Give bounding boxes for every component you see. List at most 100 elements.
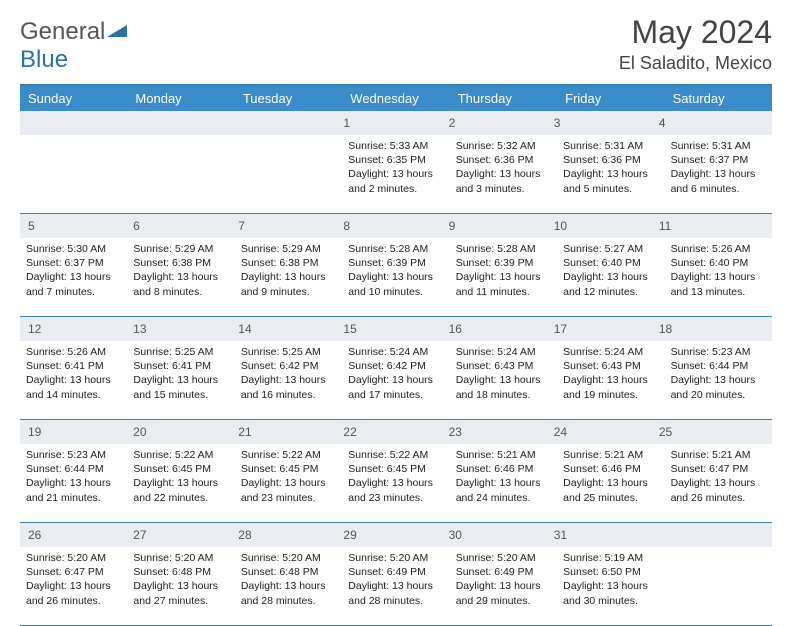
week-row: Sunrise: 5:26 AMSunset: 6:41 PMDaylight:… [20, 341, 772, 420]
day-cell: Sunrise: 5:28 AMSunset: 6:39 PMDaylight:… [342, 238, 449, 316]
sunrise-line: Sunrise: 5:24 AM [563, 345, 658, 359]
day-number: 21 [238, 423, 343, 441]
sunset-line: Sunset: 6:38 PM [133, 256, 228, 270]
day-number-row: 19202122232425 [20, 420, 772, 444]
day-cell: Sunrise: 5:27 AMSunset: 6:40 PMDaylight:… [557, 238, 664, 316]
day-number: 5 [28, 217, 133, 235]
day-number: 7 [238, 217, 343, 235]
daylight-line: Daylight: 13 hours and 10 minutes. [348, 270, 443, 298]
day-cell: Sunrise: 5:22 AMSunset: 6:45 PMDaylight:… [127, 444, 234, 522]
day-cell: Sunrise: 5:33 AMSunset: 6:35 PMDaylight:… [342, 135, 449, 213]
sunrise-line: Sunrise: 5:20 AM [133, 551, 228, 565]
daylight-line: Daylight: 13 hours and 2 minutes. [348, 167, 443, 195]
sunrise-line: Sunrise: 5:26 AM [671, 242, 766, 256]
sunrise-line: Sunrise: 5:28 AM [456, 242, 551, 256]
sunrise-line: Sunrise: 5:25 AM [133, 345, 228, 359]
day-number-row: 567891011 [20, 214, 772, 238]
day-cell: Sunrise: 5:21 AMSunset: 6:46 PMDaylight:… [450, 444, 557, 522]
daylight-line: Daylight: 13 hours and 5 minutes. [563, 167, 658, 195]
day-number [133, 114, 238, 132]
header: General Blue May 2024 El Saladito, Mexic… [20, 14, 772, 74]
day-cell: Sunrise: 5:30 AMSunset: 6:37 PMDaylight:… [20, 238, 127, 316]
day-cell [127, 135, 234, 213]
daylight-line: Daylight: 13 hours and 21 minutes. [26, 476, 121, 504]
sunset-line: Sunset: 6:45 PM [241, 462, 336, 476]
day-number: 29 [343, 526, 448, 544]
sunset-line: Sunset: 6:39 PM [456, 256, 551, 270]
sunset-line: Sunset: 6:40 PM [671, 256, 766, 270]
location: El Saladito, Mexico [619, 53, 772, 74]
day-header: Tuesday [235, 86, 342, 111]
daylight-line: Daylight: 13 hours and 24 minutes. [456, 476, 551, 504]
daylight-line: Daylight: 13 hours and 3 minutes. [456, 167, 551, 195]
day-number: 2 [449, 114, 554, 132]
day-number: 1 [343, 114, 448, 132]
sunset-line: Sunset: 6:40 PM [563, 256, 658, 270]
daylight-line: Daylight: 13 hours and 6 minutes. [671, 167, 766, 195]
day-number [28, 114, 133, 132]
day-cell: Sunrise: 5:19 AMSunset: 6:50 PMDaylight:… [557, 547, 664, 625]
day-cell: Sunrise: 5:31 AMSunset: 6:37 PMDaylight:… [665, 135, 772, 213]
sunrise-line: Sunrise: 5:22 AM [241, 448, 336, 462]
sunset-line: Sunset: 6:48 PM [133, 565, 228, 579]
day-number: 15 [343, 320, 448, 338]
daylight-line: Daylight: 13 hours and 28 minutes. [241, 579, 336, 607]
day-number: 18 [659, 320, 764, 338]
sunset-line: Sunset: 6:48 PM [241, 565, 336, 579]
day-header: Wednesday [342, 86, 449, 111]
sunset-line: Sunset: 6:43 PM [563, 359, 658, 373]
sunrise-line: Sunrise: 5:27 AM [563, 242, 658, 256]
sunset-line: Sunset: 6:35 PM [348, 153, 443, 167]
day-number: 24 [554, 423, 659, 441]
day-number: 11 [659, 217, 764, 235]
sunrise-line: Sunrise: 5:32 AM [456, 139, 551, 153]
sunrise-line: Sunrise: 5:33 AM [348, 139, 443, 153]
sunrise-line: Sunrise: 5:21 AM [456, 448, 551, 462]
weeks-container: 1234Sunrise: 5:33 AMSunset: 6:35 PMDayli… [20, 111, 772, 626]
page-title: May 2024 [619, 14, 772, 51]
day-header: Saturday [665, 86, 772, 111]
day-cell: Sunrise: 5:21 AMSunset: 6:47 PMDaylight:… [665, 444, 772, 522]
daylight-line: Daylight: 13 hours and 23 minutes. [348, 476, 443, 504]
day-number-row: 262728293031 [20, 523, 772, 547]
sunrise-line: Sunrise: 5:20 AM [456, 551, 551, 565]
day-cell [665, 547, 772, 625]
sunrise-line: Sunrise: 5:23 AM [671, 345, 766, 359]
day-number-row: 1234 [20, 111, 772, 135]
day-number: 4 [659, 114, 764, 132]
sunrise-line: Sunrise: 5:21 AM [671, 448, 766, 462]
day-number: 6 [133, 217, 238, 235]
day-cell: Sunrise: 5:23 AMSunset: 6:44 PMDaylight:… [665, 341, 772, 419]
day-cell [235, 135, 342, 213]
sunset-line: Sunset: 6:46 PM [456, 462, 551, 476]
title-block: May 2024 El Saladito, Mexico [619, 14, 772, 74]
daylight-line: Daylight: 13 hours and 20 minutes. [671, 373, 766, 401]
day-number: 9 [449, 217, 554, 235]
sunset-line: Sunset: 6:45 PM [348, 462, 443, 476]
day-cell: Sunrise: 5:20 AMSunset: 6:49 PMDaylight:… [342, 547, 449, 625]
sunset-line: Sunset: 6:41 PM [26, 359, 121, 373]
sunset-line: Sunset: 6:36 PM [563, 153, 658, 167]
sunset-line: Sunset: 6:38 PM [241, 256, 336, 270]
day-cell: Sunrise: 5:28 AMSunset: 6:39 PMDaylight:… [450, 238, 557, 316]
daylight-line: Daylight: 13 hours and 28 minutes. [348, 579, 443, 607]
sunset-line: Sunset: 6:50 PM [563, 565, 658, 579]
daylight-line: Daylight: 13 hours and 26 minutes. [26, 579, 121, 607]
day-cell: Sunrise: 5:32 AMSunset: 6:36 PMDaylight:… [450, 135, 557, 213]
day-cell: Sunrise: 5:20 AMSunset: 6:48 PMDaylight:… [235, 547, 342, 625]
daylight-line: Daylight: 13 hours and 16 minutes. [241, 373, 336, 401]
day-number: 20 [133, 423, 238, 441]
day-number: 28 [238, 526, 343, 544]
sunrise-line: Sunrise: 5:29 AM [133, 242, 228, 256]
day-header: Monday [127, 86, 234, 111]
day-number: 22 [343, 423, 448, 441]
sunset-line: Sunset: 6:44 PM [26, 462, 121, 476]
sunrise-line: Sunrise: 5:24 AM [348, 345, 443, 359]
day-cell: Sunrise: 5:24 AMSunset: 6:42 PMDaylight:… [342, 341, 449, 419]
daylight-line: Daylight: 13 hours and 11 minutes. [456, 270, 551, 298]
daylight-line: Daylight: 13 hours and 22 minutes. [133, 476, 228, 504]
day-cell [20, 135, 127, 213]
day-cell: Sunrise: 5:21 AMSunset: 6:46 PMDaylight:… [557, 444, 664, 522]
day-cell: Sunrise: 5:20 AMSunset: 6:49 PMDaylight:… [450, 547, 557, 625]
week-row: Sunrise: 5:23 AMSunset: 6:44 PMDaylight:… [20, 444, 772, 523]
